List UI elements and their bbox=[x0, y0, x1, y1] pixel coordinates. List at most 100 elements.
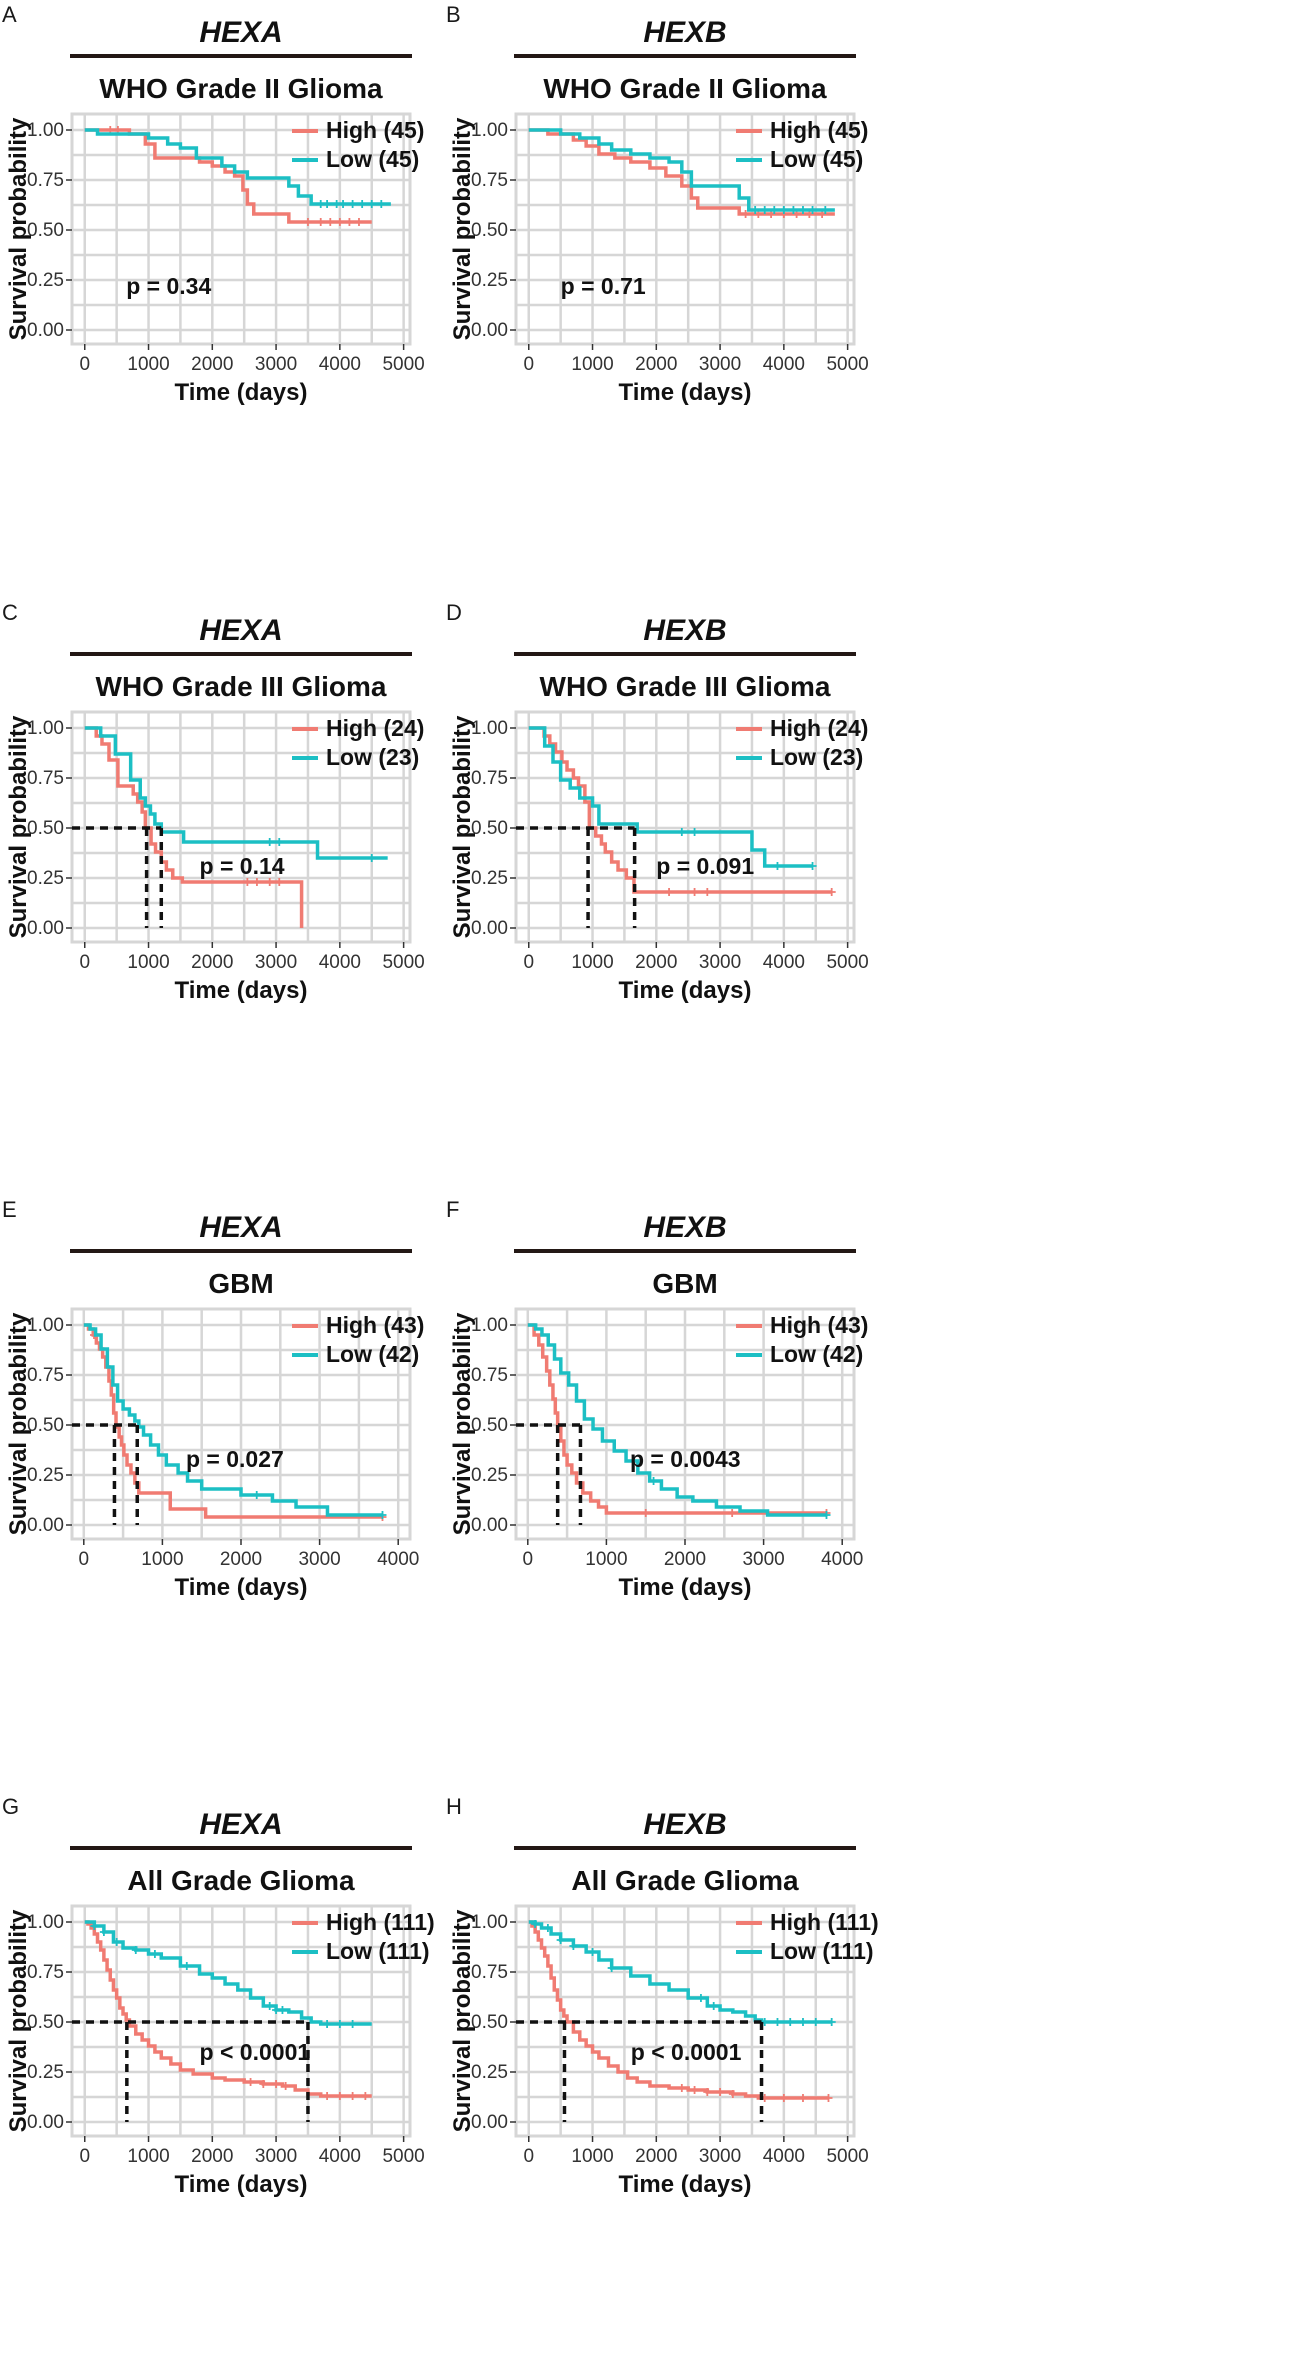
legend-label-high: High (111) bbox=[770, 1909, 879, 1935]
y-axis-title: Survival probability bbox=[5, 715, 32, 938]
y-tick-label: 0.75 bbox=[471, 768, 508, 789]
survival-curve-low bbox=[528, 1920, 832, 2024]
gene-title: HEXB bbox=[643, 614, 726, 647]
censor-mark-low bbox=[556, 1936, 565, 1944]
x-tick-label: 3000 bbox=[699, 952, 741, 973]
x-tick-label: 0 bbox=[79, 1549, 90, 1570]
x-tick-label: 2000 bbox=[191, 952, 233, 973]
survival-curve-low bbox=[84, 726, 388, 860]
x-tick-label: 0 bbox=[523, 354, 534, 375]
legend-label-low: Low (23) bbox=[326, 744, 419, 770]
panel-letter: D bbox=[446, 600, 462, 625]
x-tick-label: 2000 bbox=[220, 1549, 262, 1570]
y-tick-label: 0.75 bbox=[27, 1365, 64, 1386]
legend-label-low: Low (45) bbox=[326, 146, 419, 172]
x-tick-label: 4000 bbox=[763, 2146, 805, 2167]
survival-curve-low bbox=[527, 1323, 827, 1517]
x-tick-label: 3000 bbox=[255, 2146, 297, 2167]
x-tick-label: 2000 bbox=[635, 2146, 677, 2167]
x-tick-label: 0 bbox=[523, 2146, 534, 2167]
x-tick-label: 5000 bbox=[826, 952, 868, 973]
panel-subtitle: All Grade Glioma bbox=[127, 1865, 355, 1896]
censor-mark-high bbox=[243, 878, 252, 886]
survival-curve-high bbox=[528, 726, 832, 894]
censor-mark-low bbox=[377, 200, 386, 208]
legend-label-high: High (45) bbox=[770, 117, 868, 143]
survival-curve-high bbox=[84, 726, 304, 928]
censor-mark-low bbox=[367, 854, 376, 862]
legend-label-low: Low (111) bbox=[326, 1938, 430, 1964]
censor-mark-low bbox=[773, 862, 782, 870]
x-tick-label: 3000 bbox=[298, 1549, 340, 1570]
censor-mark-low bbox=[808, 206, 817, 214]
censor-mark-high bbox=[824, 2094, 833, 2102]
censor-mark-low bbox=[323, 200, 332, 208]
censor-mark-low bbox=[677, 828, 686, 836]
y-tick-label: 0.75 bbox=[471, 170, 508, 191]
x-tick-label: 3000 bbox=[255, 354, 297, 375]
y-tick-label: 0.00 bbox=[471, 2112, 508, 2133]
censor-mark-high bbox=[323, 2092, 332, 2100]
censor-mark-low bbox=[543, 1924, 552, 1932]
censor-mark-low bbox=[275, 838, 284, 846]
gene-title: HEXB bbox=[643, 16, 726, 49]
x-tick-label: 4000 bbox=[763, 952, 805, 973]
y-tick-label: 1.00 bbox=[27, 1912, 64, 1933]
legend-label-low: Low (42) bbox=[326, 1341, 419, 1367]
censor-mark-low bbox=[265, 838, 274, 846]
plot-layer bbox=[528, 128, 835, 218]
y-tick-label: 0.25 bbox=[27, 1465, 64, 1486]
gene-title: HEXB bbox=[643, 1211, 726, 1244]
x-tick-label: 0 bbox=[79, 354, 90, 375]
censor-mark-high bbox=[335, 218, 344, 226]
censor-mark-low bbox=[798, 206, 807, 214]
y-tick-label: 0.50 bbox=[27, 1415, 64, 1436]
censor-mark-low bbox=[90, 1922, 99, 1930]
censor-mark-high bbox=[326, 218, 335, 226]
y-axis-title: Survival probability bbox=[5, 1909, 32, 2132]
y-tick-label: 0.75 bbox=[27, 1962, 64, 1983]
panel-h: H HEXB All Grade Glioma 0 1000 2000 3000 4000 50… bbox=[446, 1794, 879, 2198]
x-tick-label: 4000 bbox=[319, 2146, 361, 2167]
censor-mark-low bbox=[827, 2018, 836, 2026]
survival-curve-high bbox=[528, 128, 835, 216]
x-tick-label: 1000 bbox=[571, 2146, 613, 2167]
panel-a: A HEXA WHO Grade II Glioma 0 1000 2000 3000 400… bbox=[2, 2, 425, 406]
panel-letter: F bbox=[446, 1197, 459, 1222]
plot-grid bbox=[72, 114, 410, 344]
x-tick-label: 0 bbox=[523, 952, 534, 973]
censor-mark-low bbox=[798, 2018, 807, 2026]
plot-layer bbox=[72, 1920, 372, 2122]
censor-mark-high bbox=[252, 878, 261, 886]
y-tick-label: 0.75 bbox=[471, 1962, 508, 1983]
censor-mark-low bbox=[335, 2020, 344, 2028]
plot-layer bbox=[516, 1323, 831, 1525]
panel-letter: G bbox=[2, 1794, 19, 1819]
censor-mark-low bbox=[323, 2020, 332, 2028]
y-axis-title: Survival probability bbox=[5, 117, 32, 340]
y-tick-label: 0.00 bbox=[471, 1515, 508, 1536]
censor-mark-low bbox=[378, 1511, 387, 1519]
p-value-label: p = 0.14 bbox=[200, 853, 285, 879]
p-value-label: p = 0.34 bbox=[126, 273, 211, 299]
x-axis-title: Time (days) bbox=[175, 977, 308, 1004]
y-axis-title: Survival probability bbox=[449, 715, 476, 938]
censor-mark-high bbox=[246, 2078, 255, 2086]
x-tick-label: 4000 bbox=[763, 354, 805, 375]
legend-label-low: Low (42) bbox=[770, 1341, 863, 1367]
survival-curve-high bbox=[527, 1323, 827, 1515]
censor-mark-low bbox=[588, 1948, 597, 1956]
plot-layer bbox=[72, 1323, 387, 1525]
x-tick-label: 2000 bbox=[635, 952, 677, 973]
legend-label-high: High (45) bbox=[326, 117, 424, 143]
censor-mark-high bbox=[348, 2092, 357, 2100]
gene-title: HEXA bbox=[199, 1808, 282, 1841]
y-tick-label: 0.00 bbox=[27, 918, 64, 939]
panel-b: B HEXB WHO Grade II Glioma 0 1000 2000 3000 400… bbox=[446, 2, 869, 406]
y-tick-label: 0.25 bbox=[27, 2062, 64, 2083]
censor-mark-high bbox=[690, 888, 699, 896]
y-tick-label: 0.25 bbox=[27, 868, 64, 889]
panel-subtitle: All Grade Glioma bbox=[571, 1865, 799, 1896]
censor-mark-high bbox=[703, 2088, 712, 2096]
plot-layer bbox=[516, 726, 836, 928]
